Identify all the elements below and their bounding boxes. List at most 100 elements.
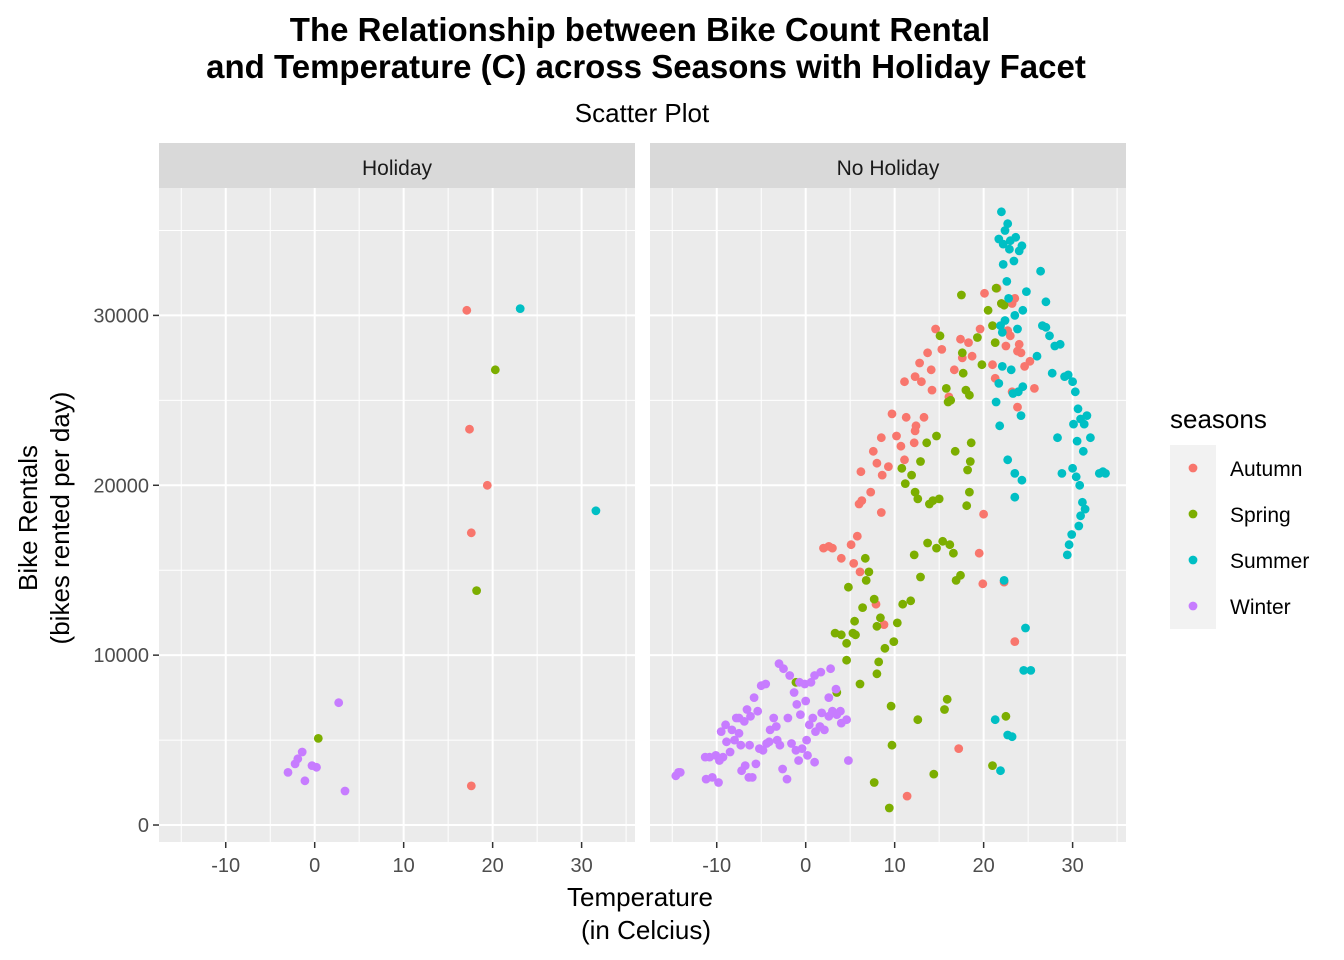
data-point-winter	[675, 768, 685, 777]
data-point-spring	[842, 638, 851, 648]
data-point-autumn	[828, 543, 837, 553]
data-point-autumn	[917, 377, 926, 387]
x-tick-label: 20	[482, 855, 504, 877]
data-point-winter	[792, 700, 802, 709]
data-point-spring	[909, 550, 919, 560]
data-point-summer	[1017, 241, 1027, 251]
data-point-summer	[1078, 497, 1087, 507]
data-point-summer	[515, 304, 525, 313]
data-point-autumn	[892, 431, 901, 441]
data-point-summer	[1010, 492, 1020, 502]
data-point-autumn	[909, 438, 919, 448]
facet-panel-no-holiday: No Holiday	[650, 143, 1126, 842]
facet-panel-holiday: Holiday	[159, 143, 635, 842]
data-point-summer	[1082, 411, 1092, 420]
data-point-summer	[1000, 316, 1010, 325]
data-point-winter	[797, 744, 807, 753]
data-point-autumn	[931, 324, 940, 334]
data-point-spring	[892, 618, 902, 628]
data-point-summer	[1064, 540, 1074, 550]
data-point-spring	[872, 669, 882, 679]
data-point-spring	[929, 769, 939, 779]
data-point-winter	[778, 764, 787, 774]
data-point-summer	[1022, 287, 1031, 296]
data-point-winter	[804, 720, 814, 730]
data-point-winter	[283, 768, 293, 777]
data-point-summer	[1010, 469, 1020, 478]
data-point-winter	[801, 696, 811, 706]
data-point-autumn	[1014, 339, 1024, 349]
data-point-summer	[996, 766, 1005, 776]
facet-strip-label-holiday: Holiday	[362, 157, 433, 180]
data-point-summer	[1062, 550, 1072, 560]
data-point-spring	[869, 778, 879, 787]
data-point-summer	[1073, 404, 1083, 414]
data-point-winter	[824, 693, 834, 702]
data-point-summer	[1101, 469, 1110, 478]
data-point-autumn	[923, 348, 932, 358]
data-point-spring	[943, 397, 953, 407]
data-point-summer	[1063, 370, 1073, 380]
y-axis-title-line-2: (bikes rented per day)	[45, 392, 75, 645]
data-point-spring	[1001, 711, 1011, 721]
data-point-spring	[999, 300, 1009, 310]
data-point-autumn	[876, 433, 886, 443]
data-point-autumn	[949, 365, 959, 375]
data-point-autumn	[1025, 356, 1035, 366]
data-point-spring	[897, 463, 907, 473]
data-point-spring	[983, 305, 993, 315]
data-point-spring	[886, 701, 896, 711]
data-point-autumn	[877, 470, 887, 480]
data-point-summer	[1075, 480, 1085, 490]
data-point-summer	[1070, 387, 1080, 397]
data-point-spring	[864, 567, 874, 577]
legend-key-autumn	[1188, 463, 1198, 473]
data-point-spring	[988, 761, 997, 770]
data-point-summer	[1032, 351, 1042, 361]
data-point-winter	[745, 740, 754, 750]
data-point-autumn	[857, 496, 867, 505]
data-point-autumn	[1010, 637, 1020, 646]
data-point-winter	[714, 778, 723, 787]
data-point-spring	[957, 290, 966, 300]
data-point-spring	[472, 586, 481, 595]
data-point-spring	[941, 384, 951, 393]
data-point-spring	[963, 465, 972, 475]
data-point-spring	[876, 613, 885, 623]
data-point-autumn	[466, 781, 476, 791]
data-point-spring	[860, 553, 870, 563]
points-holiday	[283, 304, 601, 796]
data-point-spring	[962, 501, 972, 511]
data-point-winter	[831, 684, 841, 694]
y-axis-title-line-1: Bike Rentals	[13, 445, 43, 591]
data-point-autumn	[937, 345, 947, 354]
data-point-winter	[753, 706, 763, 716]
data-point-summer	[1003, 219, 1013, 229]
data-point-spring	[910, 487, 920, 497]
data-point-summer	[1036, 266, 1045, 276]
legend-label-winter: Winter	[1230, 596, 1291, 619]
data-point-spring	[855, 679, 865, 689]
data-point-winter	[758, 745, 768, 755]
data-point-winter	[747, 773, 757, 782]
data-point-spring	[861, 576, 871, 585]
data-point-summer	[1080, 504, 1090, 514]
data-point-winter	[795, 677, 804, 687]
data-point-summer	[1079, 419, 1089, 429]
data-point-spring	[958, 368, 968, 378]
data-point-autumn	[465, 424, 474, 434]
data-point-summer	[1019, 666, 1029, 675]
data-point-summer	[999, 576, 1009, 585]
data-point-summer	[1006, 365, 1016, 375]
data-point-autumn	[879, 620, 889, 629]
x-tick-label: 30	[570, 855, 592, 877]
data-point-spring	[932, 431, 941, 441]
data-point-spring	[991, 283, 1001, 293]
data-point-autumn	[910, 372, 920, 381]
data-point-summer	[1068, 377, 1077, 387]
data-point-summer	[1071, 472, 1081, 482]
data-point-autumn	[866, 487, 876, 497]
data-point-winter	[312, 762, 321, 772]
data-point-autumn	[1013, 402, 1022, 412]
data-point-autumn	[855, 567, 865, 577]
